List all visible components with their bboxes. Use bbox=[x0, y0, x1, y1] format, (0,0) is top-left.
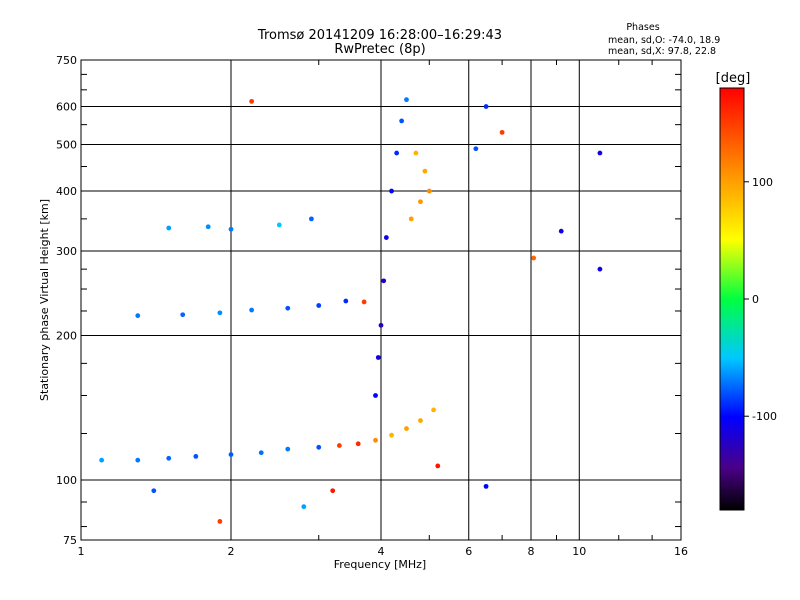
data-point bbox=[258, 450, 264, 456]
y-tick-label: 750 bbox=[56, 54, 77, 67]
data-point bbox=[389, 188, 394, 194]
grid-lines bbox=[81, 60, 681, 540]
colorbar bbox=[719, 87, 745, 511]
y-tick-label: 400 bbox=[56, 185, 77, 198]
colorbar-label: [deg] bbox=[716, 71, 751, 86]
colorbar-ticks: 100 0 -100 bbox=[744, 176, 777, 423]
data-point bbox=[373, 437, 378, 443]
x-tick-label: 10 bbox=[572, 545, 586, 558]
data-point bbox=[166, 225, 172, 231]
data-point bbox=[404, 97, 409, 103]
data-point bbox=[378, 322, 384, 328]
x-tick-label: 1 bbox=[78, 545, 85, 558]
data-point bbox=[499, 129, 505, 135]
data-point bbox=[413, 150, 419, 156]
data-point bbox=[135, 457, 141, 463]
y-tick-label: 75 bbox=[63, 534, 77, 547]
data-point bbox=[135, 313, 141, 319]
data-point bbox=[597, 266, 603, 272]
stats-header: Phases bbox=[626, 22, 659, 33]
y-tick-label: 600 bbox=[56, 101, 77, 114]
stats-x-line: mean, sd,X: 97.8, 22.8 bbox=[608, 46, 716, 57]
colorbar-tick-label: 100 bbox=[752, 176, 773, 189]
stats-o-line: mean, sd,O: -74.0, 18.9 bbox=[608, 35, 720, 46]
data-point bbox=[375, 355, 381, 360]
x-axis-ticks: 1 2 4 6 8 10 16 bbox=[78, 60, 688, 558]
data-point bbox=[316, 303, 322, 308]
data-point bbox=[399, 118, 405, 124]
x-tick-label: 8 bbox=[528, 545, 535, 558]
data-point bbox=[426, 188, 432, 194]
data-point bbox=[330, 488, 336, 494]
x-tick-label: 4 bbox=[378, 545, 385, 558]
data-points bbox=[99, 97, 603, 524]
data-point bbox=[309, 216, 314, 222]
data-point bbox=[193, 454, 199, 459]
data-point bbox=[336, 443, 342, 448]
data-point bbox=[355, 441, 361, 447]
data-point bbox=[361, 299, 367, 305]
data-point bbox=[408, 216, 414, 222]
data-point bbox=[431, 407, 436, 413]
x-tick-label: 6 bbox=[465, 545, 472, 558]
data-point bbox=[473, 146, 479, 152]
data-point bbox=[228, 226, 234, 232]
data-point bbox=[285, 446, 291, 452]
data-point bbox=[558, 228, 564, 234]
data-point bbox=[343, 298, 349, 304]
data-point bbox=[249, 98, 255, 104]
data-point bbox=[228, 452, 234, 457]
data-point bbox=[301, 504, 307, 510]
y-tick-label: 300 bbox=[56, 245, 77, 258]
data-point bbox=[531, 255, 537, 261]
data-point bbox=[483, 104, 489, 109]
data-point bbox=[285, 305, 291, 311]
data-point bbox=[373, 393, 378, 398]
x-axis-label: Frequency [MHz] bbox=[334, 558, 426, 571]
data-point bbox=[316, 444, 322, 450]
data-point bbox=[389, 432, 394, 438]
chart-title: Tromsø 20141209 16:28:00–16:29:43 bbox=[257, 28, 502, 43]
chart-subtitle: RwPretec (8p) bbox=[334, 42, 425, 57]
x-tick-label: 16 bbox=[674, 545, 688, 558]
data-point bbox=[418, 199, 423, 205]
data-point bbox=[435, 463, 441, 469]
data-point bbox=[381, 278, 387, 284]
data-point bbox=[249, 307, 255, 313]
data-point bbox=[404, 426, 409, 431]
data-point bbox=[205, 224, 211, 230]
data-point bbox=[99, 457, 105, 463]
data-point bbox=[276, 222, 282, 228]
data-point bbox=[383, 235, 389, 240]
x-tick-label: 2 bbox=[228, 545, 235, 558]
colorbar-tick-label: 0 bbox=[752, 293, 759, 306]
data-point bbox=[422, 168, 428, 174]
y-tick-label: 100 bbox=[56, 474, 77, 487]
y-tick-label: 500 bbox=[56, 139, 77, 152]
colorbar-tick-label: -100 bbox=[752, 410, 777, 423]
data-point bbox=[483, 483, 489, 489]
data-point bbox=[217, 310, 223, 316]
y-tick-label: 200 bbox=[56, 330, 77, 343]
y-axis-label: Stationary phase Virtual Height [km] bbox=[38, 199, 51, 401]
data-point bbox=[597, 150, 603, 156]
data-point bbox=[394, 150, 400, 156]
y-axis-ticks: 75 100 200 300 400 500 600 750 bbox=[56, 54, 681, 547]
data-point bbox=[151, 488, 157, 494]
data-point bbox=[217, 518, 223, 524]
data-point bbox=[180, 312, 186, 318]
data-point bbox=[166, 455, 172, 461]
data-point bbox=[418, 418, 423, 423]
